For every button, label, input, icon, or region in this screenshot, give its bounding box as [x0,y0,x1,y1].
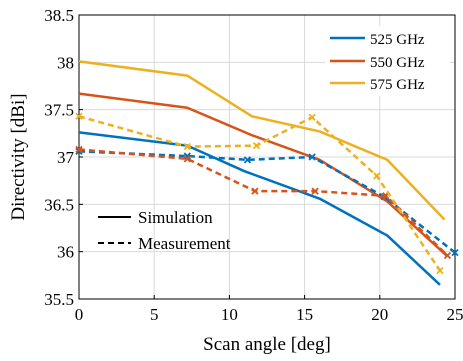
series-group [75,60,459,286]
x-axis-label: Scan angle [deg] [203,334,331,355]
measurement-label: Measurement [138,234,231,253]
x-tick-label: 0 [75,305,84,324]
y-tick-label: 35.5 [44,290,74,309]
y-tick-label: 37 [57,148,75,167]
legend-label-575: 575 GHz [370,77,425,93]
legend: 525 GHz 550 GHz 575 GHz [325,26,450,96]
y-tick-label: 36.5 [44,195,74,214]
data-point-575-measurement [373,172,381,180]
data-point-550-measurement [311,187,319,195]
x-tick-label: 25 [447,305,463,324]
x-tick-label: 15 [296,305,313,324]
data-point-550-measurement [183,155,191,163]
x-tick-label: 5 [150,305,159,324]
axis-ticks: 0 5 10 15 20 25 35.5 36 36.5 37 37.5 38 38.5 [44,6,463,324]
data-point-575-measurement [252,142,261,150]
series-line-575-measurement [78,115,441,272]
legend-label-525: 525 GHz [370,32,425,48]
y-tick-label: 38 [57,53,74,72]
data-point-525-measurement [243,156,252,164]
x-tick-label: 10 [221,305,238,324]
y-tick-label: 38.5 [44,6,74,25]
simulation-label: Simulation [138,208,213,227]
legend-label-550: 550 GHz [370,55,425,71]
data-point-550-measurement [443,251,452,260]
data-point-550-measurement [251,187,259,195]
x-tick-label: 20 [371,305,388,324]
series-line-525-measurement [78,150,456,254]
data-point-575-measurement [183,142,191,151]
y-axis-label: Directivity [dBi] [8,93,29,220]
data-point-525-measurement [451,248,459,257]
y-tick-label: 36 [57,243,74,262]
series-line-575-simulation [78,60,446,221]
series-line-550-simulation [78,92,449,258]
data-point-575-measurement [75,112,83,120]
y-tick-label: 37.5 [44,101,74,120]
data-point-525-measurement [308,153,316,161]
series-line-525-simulation [78,131,441,286]
series-line-550-measurement [78,148,449,257]
data-point-575-measurement [308,113,316,121]
line-style-legend: Simulation Measurement [98,208,231,253]
data-point-575-measurement [436,266,444,275]
data-point-550-measurement [75,145,83,154]
